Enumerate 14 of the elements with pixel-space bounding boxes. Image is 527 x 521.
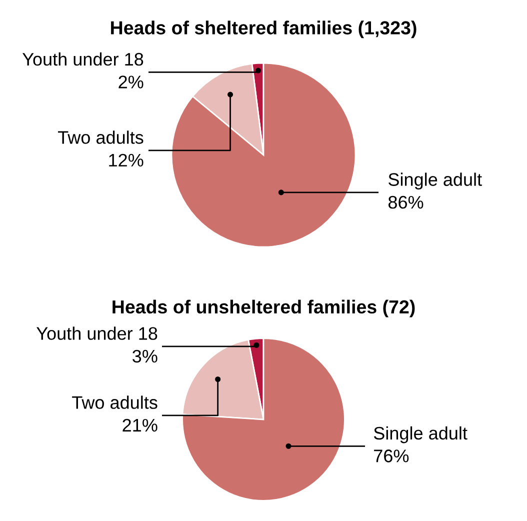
data-label: 12% (109, 154, 144, 167)
slice-label: Single adult (374, 426, 468, 444)
slice-label: Two adults (72, 396, 158, 409)
slice-label: Single adult (388, 172, 482, 190)
slice-label: Youth under 18 (36, 326, 158, 340)
slice-label: Two adults (58, 130, 144, 144)
data-label: 2% (118, 76, 144, 88)
chart-title: Heads of sheltered families (1,323) (111, 20, 416, 38)
data-label: 86% (388, 196, 424, 209)
data-label: 3% (132, 350, 158, 363)
data-label: 76% (374, 450, 409, 462)
data-label: 21% (122, 418, 158, 432)
chart-title: Heads of unsheltered families (72) (112, 300, 415, 318)
slice-label: Youth under 18 (22, 52, 144, 66)
